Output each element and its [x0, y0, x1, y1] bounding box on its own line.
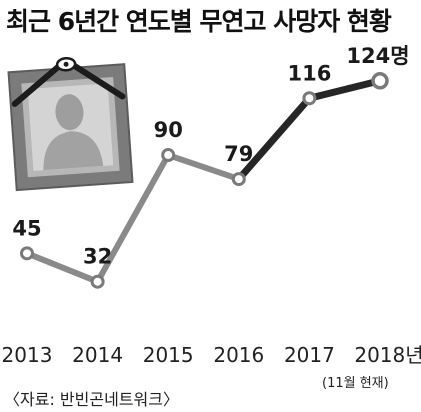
chart-note: (11월 현재): [322, 376, 389, 391]
series-segment-4: [235, 94, 313, 183]
data-point-2018년: [371, 72, 389, 90]
value-label-2017: 116: [287, 61, 331, 85]
value-label-2013: 45: [12, 216, 41, 240]
x-tick-label-2018년: 2018년: [354, 343, 421, 367]
x-tick-label-2014: 2014: [72, 343, 123, 367]
x-tick-label-2017: 2017: [284, 343, 335, 367]
x-tick-label-2015: 2015: [143, 343, 194, 367]
series-segment-2: [94, 152, 172, 285]
value-label-2016: 79: [224, 142, 253, 166]
series-segment-5: [305, 77, 384, 102]
x-tick-label-2013: 2013: [2, 343, 53, 367]
chart-title: 최근 6년간 연도별 무연고 사망자 현황: [6, 7, 392, 36]
value-label-2014: 32: [83, 245, 112, 269]
data-point-2016: [231, 172, 246, 187]
value-label-2018년: 124명: [346, 44, 409, 68]
series-segment-1: [24, 250, 101, 285]
data-point-2014: [90, 274, 105, 289]
data-point-2015: [161, 148, 176, 163]
data-point-2013: [20, 246, 34, 261]
data-point-2017: [302, 91, 317, 106]
value-label-2015: 90: [154, 118, 183, 142]
series-segment-3: [165, 152, 242, 183]
x-tick-label-2016: 2016: [213, 343, 264, 367]
chart-source: 〈자료: 반빈곤네트워크〉: [4, 390, 179, 409]
